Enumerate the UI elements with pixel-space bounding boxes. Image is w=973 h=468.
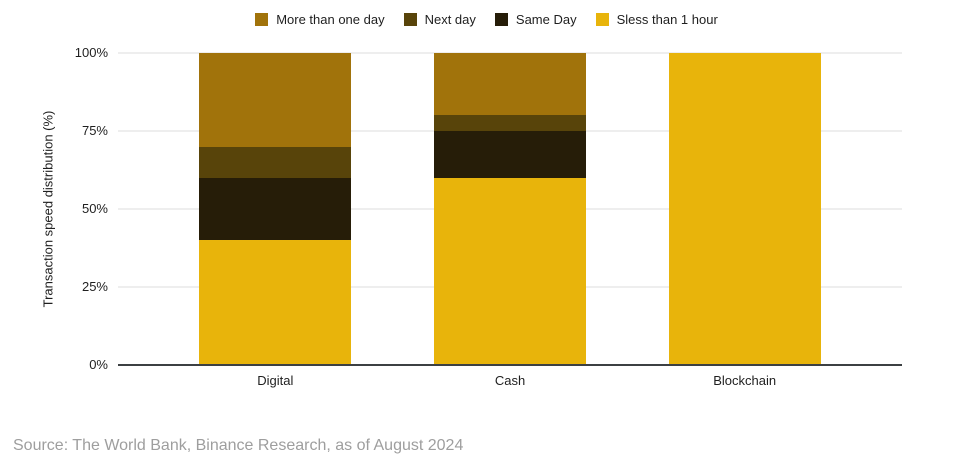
legend-item: More than one day [255, 12, 385, 27]
legend-swatch-icon [595, 13, 609, 26]
x-category-label: Blockchain [713, 373, 777, 388]
gridline [118, 52, 902, 54]
x-axis-labels: Digital Cash Blockchain [118, 373, 902, 388]
bar-segment [434, 131, 586, 178]
source-note: Source: The World Bank, Binance Research… [13, 437, 464, 454]
legend-label: More than one day [276, 12, 385, 27]
y-axis-ticks: 0% 25% 50% 75% 100% [20, 45, 108, 372]
bar-slot [158, 53, 393, 365]
bar-slot [627, 53, 862, 365]
legend-label: Same Day [515, 12, 577, 27]
legend-item: Same Day [494, 12, 577, 27]
y-tick-label: 100% [74, 45, 108, 60]
legend-item: Next day [403, 12, 476, 27]
bar-segment [199, 240, 352, 365]
legend-swatch-icon [494, 13, 508, 26]
bar-cash [434, 53, 586, 365]
x-category-label: Digital [257, 373, 294, 388]
y-tick-label: 0% [89, 357, 108, 372]
legend: More than one day Next day Same Day Sless t… [0, 12, 973, 27]
bar-segment [434, 53, 586, 116]
y-tick-label: 75% [81, 123, 108, 138]
bars-container [118, 53, 902, 365]
bar-segment [199, 53, 352, 147]
y-tick-label: 25% [81, 279, 108, 294]
bar-segment [668, 53, 821, 365]
bar-segment [434, 177, 586, 365]
x-category-label: Cash [494, 373, 526, 388]
legend-label: Next day [424, 12, 476, 27]
x-axis-line [118, 364, 902, 366]
bar-segment [199, 146, 352, 178]
plot-area [118, 52, 902, 366]
bar-slot [393, 53, 628, 365]
bar-segment [199, 177, 352, 241]
legend-swatch-icon [255, 13, 269, 26]
legend-item: Sless than 1 hour [595, 12, 718, 27]
bar-segment [434, 115, 586, 132]
legend-label: Sless than 1 hour [616, 12, 718, 27]
y-tick-label: 50% [81, 201, 108, 216]
bar-blockchain [668, 53, 821, 365]
legend-swatch-icon [403, 13, 417, 26]
bar-digital [199, 53, 352, 365]
